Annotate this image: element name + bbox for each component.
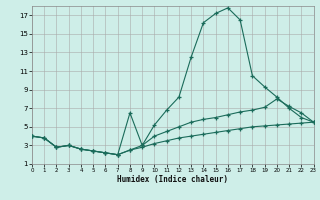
- X-axis label: Humidex (Indice chaleur): Humidex (Indice chaleur): [117, 175, 228, 184]
